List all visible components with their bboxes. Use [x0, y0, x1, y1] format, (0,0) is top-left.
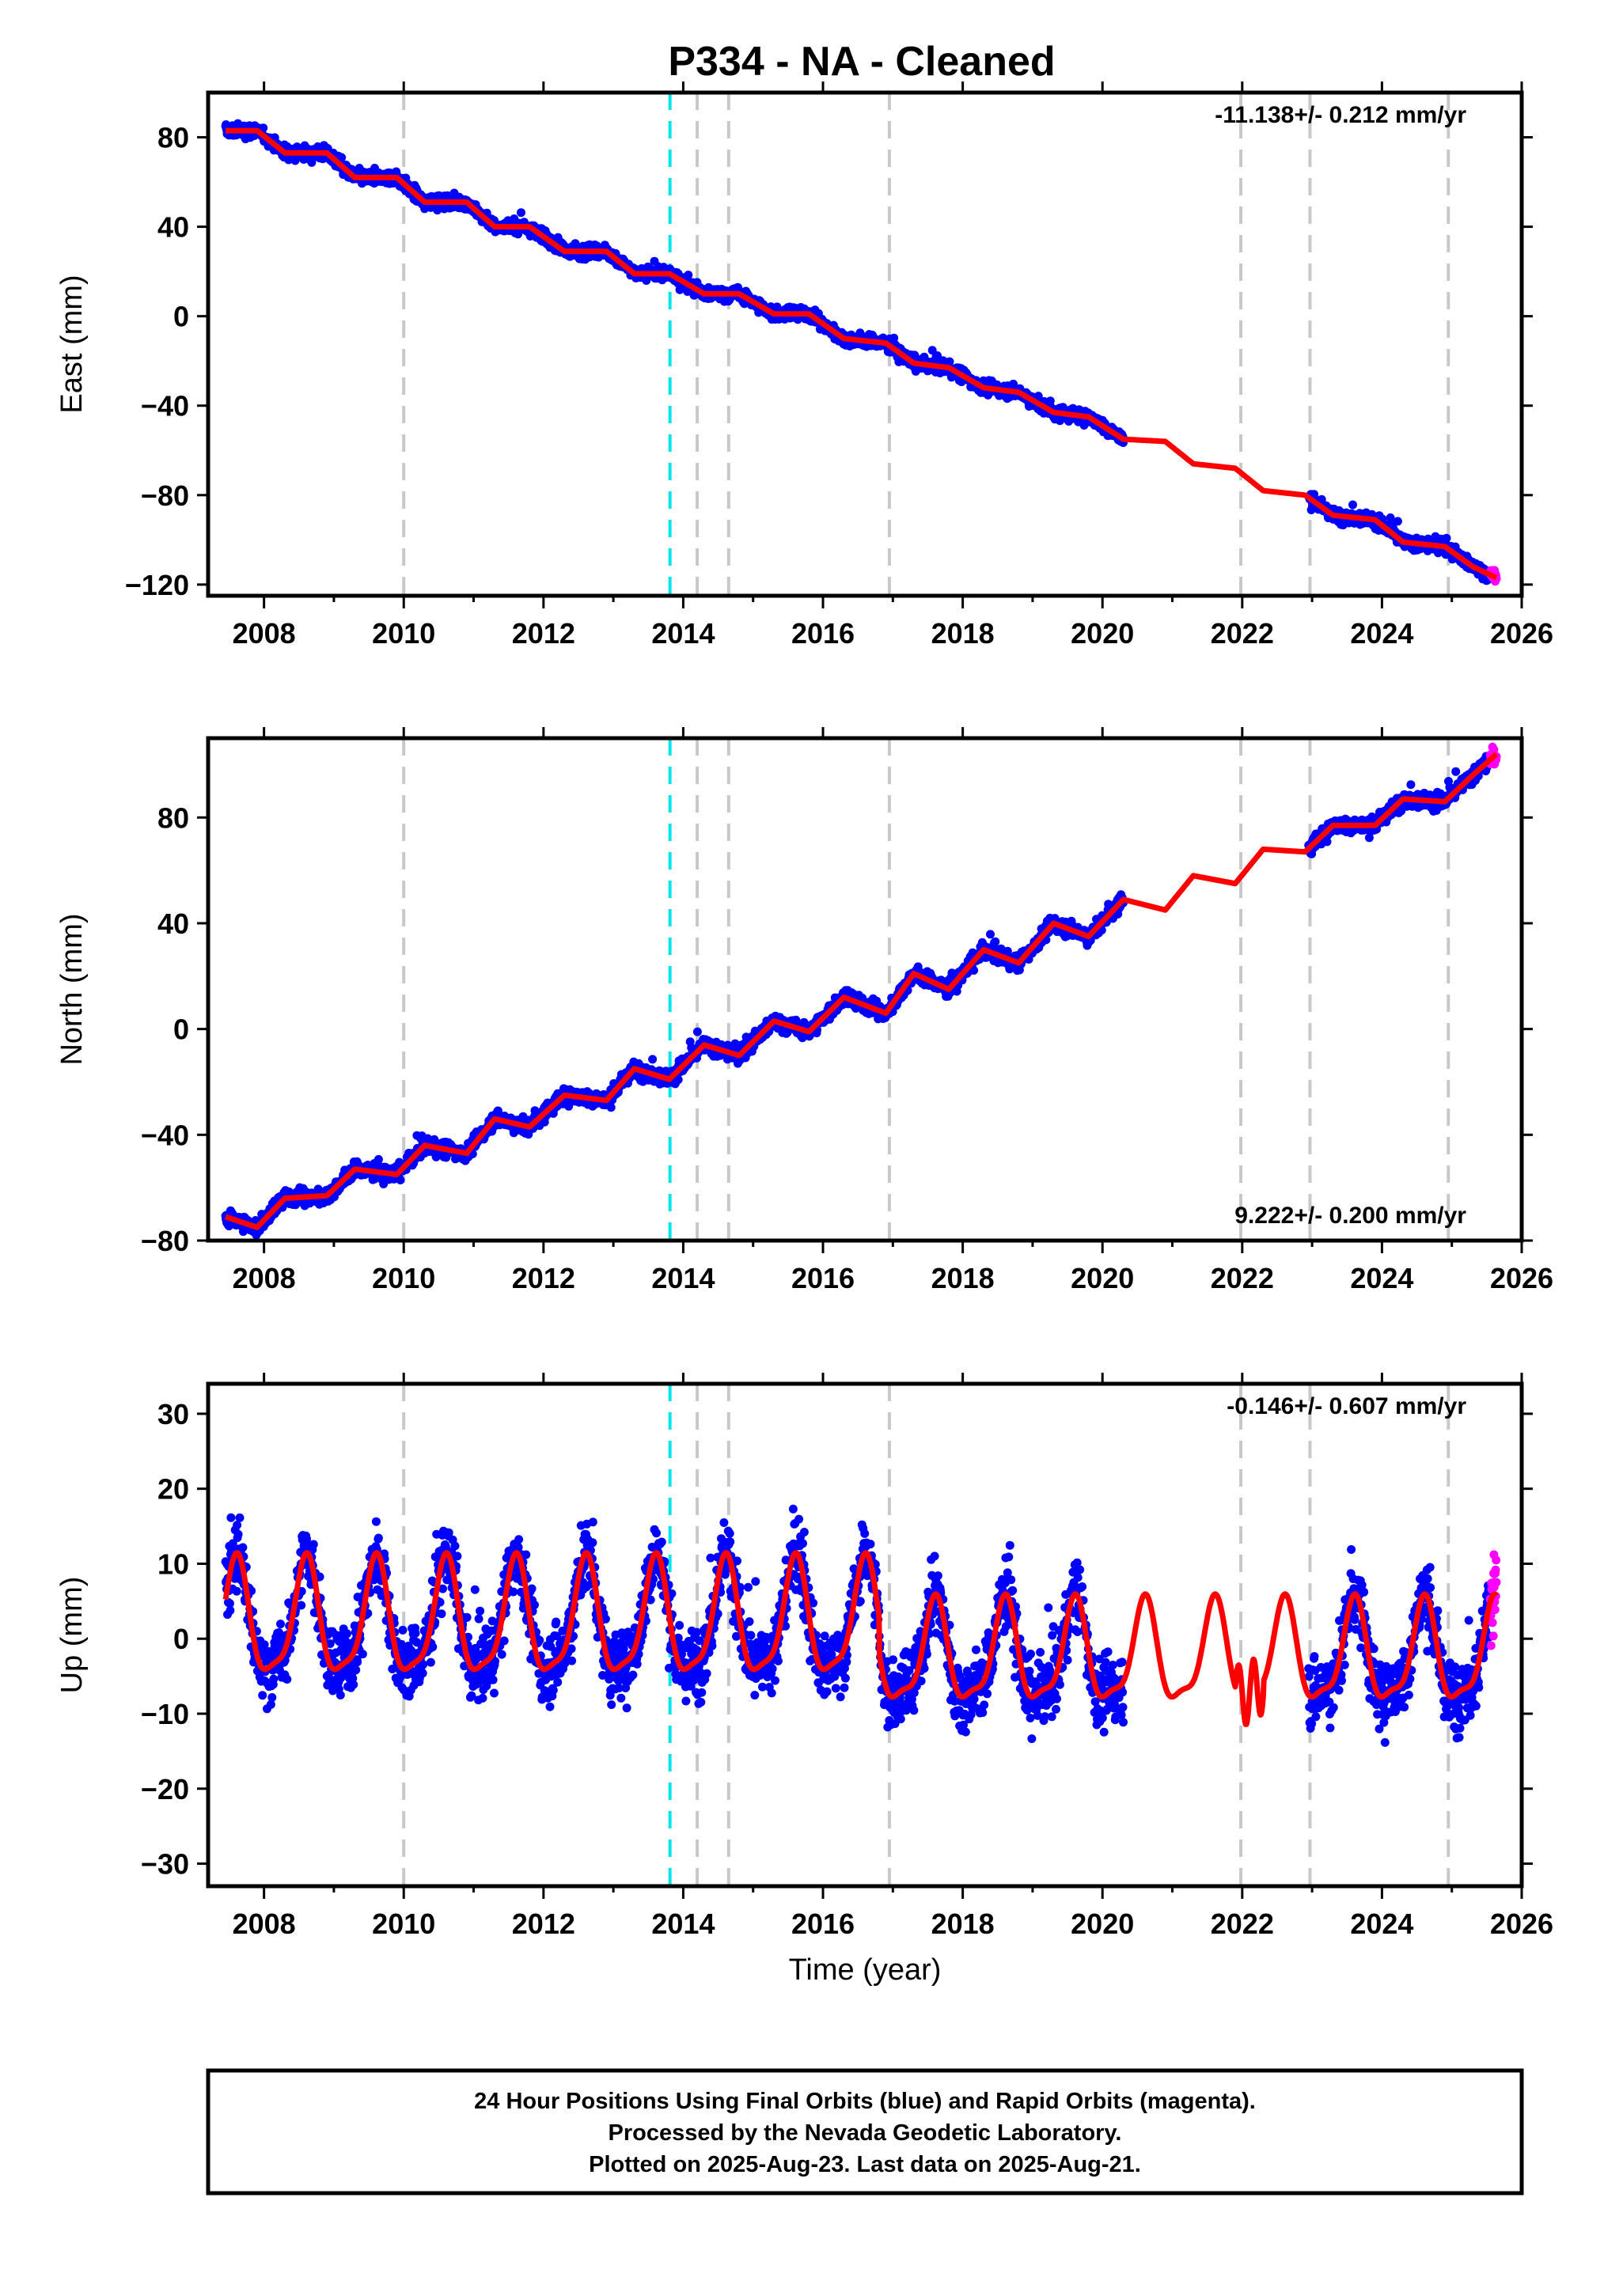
data-point [1393, 517, 1402, 526]
data-point [986, 930, 995, 939]
x-tick-label: 2026 [1490, 617, 1553, 650]
data-point [606, 1103, 616, 1112]
plot-frame [206, 90, 1524, 598]
data-point [945, 357, 954, 366]
figure-title: P334 - NA - Cleaned [668, 39, 1055, 85]
model-fit-line [223, 127, 1499, 581]
data-point [673, 1075, 683, 1085]
y-axis-label: East (mm) [55, 275, 89, 413]
y-tick-label: −120 [125, 569, 189, 601]
y-tick-label: −80 [141, 479, 189, 512]
data-point [684, 271, 693, 280]
y-tick-label: 40 [157, 211, 189, 244]
data-point [374, 1154, 383, 1164]
event-lines [402, 738, 1450, 1241]
x-tick-label: 2010 [372, 617, 435, 650]
y-tick-label: −40 [141, 390, 189, 422]
x-tick-label: 2022 [1211, 617, 1274, 650]
data-point [430, 1135, 439, 1144]
x-tick-label: 2012 [512, 617, 575, 650]
y-tick-label: 0 [173, 301, 189, 333]
x-tick-label: 2020 [1071, 617, 1134, 650]
data-point [1348, 500, 1357, 510]
data-point [648, 1055, 658, 1064]
x-tick-label: 2024 [1350, 617, 1413, 650]
y-tick-label: 80 [157, 122, 189, 154]
data-point [517, 208, 525, 218]
data-point [1442, 533, 1451, 543]
data-point [396, 1176, 405, 1184]
data-point [337, 153, 347, 162]
data-point [991, 937, 1000, 946]
x-tick-label: 2014 [651, 617, 715, 650]
data-point [692, 1027, 702, 1036]
final-orbit-points [221, 752, 1495, 1240]
x-tick-label: 2016 [791, 617, 855, 650]
rate-label: -11.138+/- 0.212 mm/yr [1215, 102, 1466, 128]
event-lines [402, 93, 1450, 596]
data-point [1045, 396, 1055, 406]
data-point [1386, 513, 1395, 522]
x-axis: 2008 2010 2012 2014 2016 2018 2020 2022 2024 2026 [233, 81, 1553, 650]
x-tick-label: 2018 [931, 617, 995, 650]
data-point [889, 333, 899, 343]
y-axis: −120 −80 −40 0 40 80 [125, 122, 1533, 601]
data-point [259, 123, 268, 133]
x-tick-label: 2008 [233, 617, 296, 650]
